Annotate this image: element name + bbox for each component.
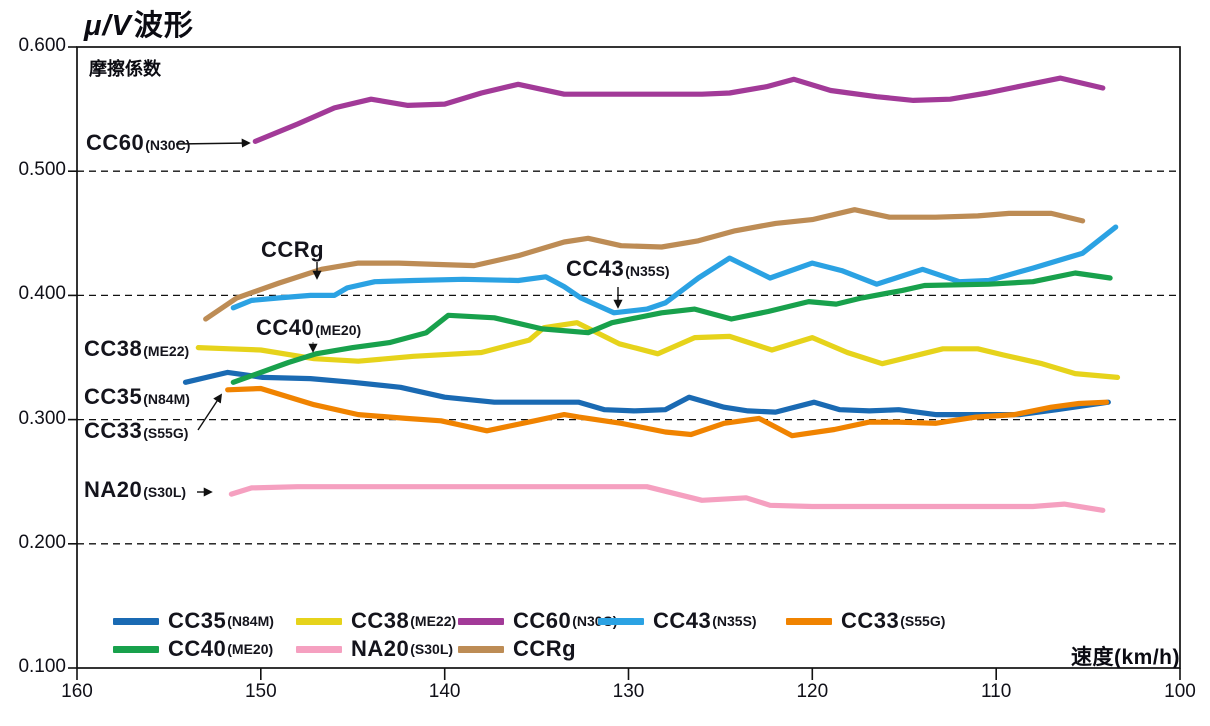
legend-item-CC43: CC43 (N35S) — [598, 608, 757, 634]
legend-label: CC60 — [513, 608, 572, 633]
legend-label: CCRg — [513, 636, 577, 661]
series-label-name: CC35 — [84, 384, 143, 409]
series-label-code: (ME22) — [143, 343, 190, 359]
legend-label: CC35 — [168, 608, 227, 633]
series-line-CC35 — [182, 369, 1111, 418]
series-label-CC40: CC40(ME20) — [256, 315, 361, 341]
legend-swatch — [458, 645, 504, 653]
series-label-NA20: NA20(S30L) — [84, 477, 186, 503]
series-label-CC43: CC43(N35S) — [566, 256, 670, 282]
series-line-CC33 — [225, 385, 1110, 439]
legend-code: (ME22) — [410, 613, 457, 629]
y-axis-unit-label: 摩擦係数 — [89, 59, 161, 79]
legend-label: CC40 — [168, 636, 227, 661]
series-label-name: CC60 — [86, 130, 145, 155]
series-label-name: CC38 — [84, 336, 143, 361]
series-label-name: CC33 — [84, 418, 143, 443]
series-label-name: NA20 — [84, 477, 143, 502]
series-label-CC33: CC33(S55G) — [84, 418, 188, 444]
y-tick-label: 0.500 — [18, 159, 66, 181]
legend-code: (S55G) — [900, 613, 946, 629]
x-tick-label: 160 — [61, 681, 93, 702]
legend-code: (N84M) — [227, 613, 274, 629]
series-label-code: (N30C) — [145, 137, 191, 153]
legend-item-CC38: CC38 (ME22) — [296, 608, 456, 634]
y-tick-label: 0.300 — [18, 407, 66, 429]
legend-label: CC33 — [841, 608, 900, 633]
series-line-CC60 — [252, 75, 1106, 144]
legend-label: NA20 — [351, 636, 410, 661]
x-tick-label: 130 — [612, 681, 645, 702]
y-tick-label: 0.400 — [18, 283, 66, 305]
legend-swatch — [458, 617, 504, 625]
chart-title-symbol: μ/V — [84, 10, 132, 42]
annotation-leader-CC60 — [175, 138, 251, 148]
series-label-CC60: CC60(N30C) — [86, 130, 190, 156]
legend-swatch — [113, 645, 159, 653]
series-label-name: CC43 — [566, 256, 625, 281]
legend-item-NA20: NA20 (S30L) — [296, 636, 453, 662]
series-line-NA20 — [228, 484, 1106, 513]
legend-swatch — [786, 617, 832, 625]
series-label-code: (ME20) — [315, 322, 362, 338]
legend-item-CC60: CC60 (N30C) — [458, 608, 617, 634]
legend-code: (S30L) — [410, 641, 454, 657]
y-tick-label: 0.600 — [18, 35, 66, 56]
series-line-CC38 — [195, 320, 1121, 380]
x-tick-label: 150 — [244, 681, 277, 702]
legend-swatch — [296, 645, 342, 653]
legend-swatch — [296, 617, 342, 625]
legend-item-CC33: CC33 (S55G) — [786, 608, 945, 634]
chart-title-text: 波形 — [133, 10, 194, 42]
series-label-code: (N35S) — [625, 263, 670, 279]
legend-item-CCRg: CCRg — [458, 636, 576, 662]
y-tick-label: 0.200 — [18, 531, 66, 553]
legend-code: (ME20) — [227, 641, 274, 657]
legend-label: CC38 — [351, 608, 410, 633]
legend-item-CC35: CC35 (N84M) — [113, 608, 274, 634]
legend-label: CC43 — [653, 608, 712, 633]
x-tick-label: 100 — [1164, 681, 1196, 702]
legend-swatch — [598, 617, 644, 625]
series-line-CC43 — [230, 224, 1119, 316]
series-label-code: (S30L) — [143, 484, 187, 500]
series-label-code: (S55G) — [143, 425, 189, 441]
series-label-name: CC40 — [256, 315, 315, 340]
x-axis-title: 速度(km/h) — [1071, 646, 1180, 669]
chart-title: μ/V波形 — [84, 2, 194, 44]
x-tick-label: 110 — [981, 681, 1012, 702]
legend-item-CC40: CC40 (ME20) — [113, 636, 273, 662]
annotation-leader-CC33 — [197, 393, 222, 431]
legend-swatch — [113, 617, 159, 625]
series-label-name: CCRg — [261, 237, 325, 262]
legend-code: (N30C) — [572, 613, 618, 629]
x-tick-label: 120 — [796, 681, 829, 702]
series-line-CC40 — [230, 270, 1113, 385]
x-tick-label: 140 — [428, 681, 461, 702]
legend-code: (N35S) — [712, 613, 757, 629]
series-line-CCRg — [203, 207, 1086, 322]
series-label-CC35: CC35(N84M) — [84, 384, 190, 410]
y-tick-label: 0.100 — [18, 656, 66, 677]
series-label-CCRg: CCRg — [261, 237, 324, 263]
series-label-CC38: CC38(ME22) — [84, 336, 189, 362]
series-label-code: (N84M) — [143, 391, 190, 407]
